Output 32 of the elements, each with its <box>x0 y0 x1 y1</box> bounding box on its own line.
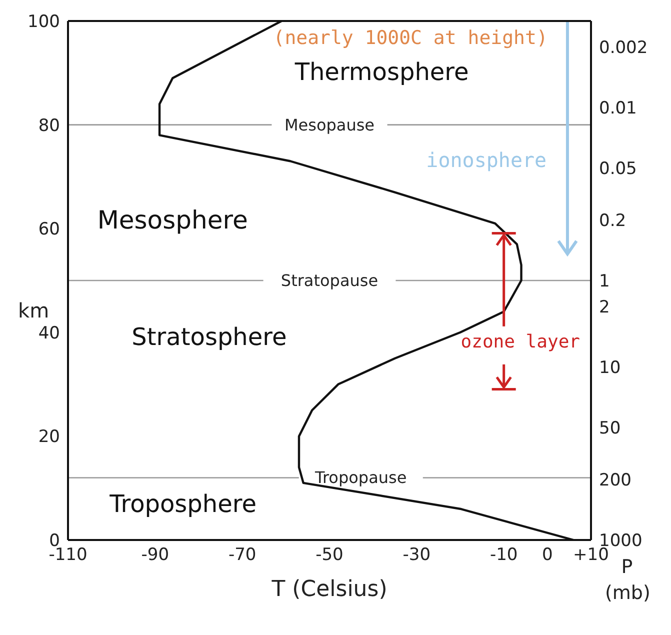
y2-tick-label: 200 <box>599 470 632 491</box>
y2-tick-label: 0.2 <box>599 211 626 232</box>
annotation: ozone layer <box>460 332 580 353</box>
x-tick-label: -10 <box>490 545 518 566</box>
y2-tick-label: 2 <box>599 298 610 318</box>
y2-tick-label: 50 <box>599 418 621 438</box>
annotation: Stratosphere <box>132 323 287 352</box>
annotation: ionosphere <box>426 148 547 172</box>
y2-tick-label: 10 <box>599 358 621 378</box>
y-tick-label: 60 <box>38 220 60 240</box>
y-tick-label: 80 <box>38 116 60 136</box>
x-tick-label: -50 <box>316 545 344 566</box>
x-tick-label: -90 <box>141 545 170 566</box>
x-tick-label: 0 <box>542 545 553 566</box>
annotation: Troposphere <box>110 490 256 518</box>
x-tick-label: -30 <box>402 545 431 566</box>
x-axis-title: T (Celsius) <box>270 577 388 602</box>
ref-line-label: Mesopause <box>284 115 375 134</box>
ref-line-label: Stratopause <box>280 271 378 290</box>
annotation: Mesosphere <box>97 206 248 235</box>
annotation: (nearly 1000C at height) <box>273 27 548 50</box>
y-axis-title: km <box>18 298 50 323</box>
y2-tick-label: 1 <box>599 272 610 292</box>
y2-tick-label: 0.01 <box>599 98 637 119</box>
y-tick-label: 40 <box>38 323 60 344</box>
ref-line-label: Tropopause <box>314 468 407 488</box>
y-tick-label: 100 <box>28 12 60 32</box>
y2-tick-label: 0.05 <box>599 158 637 179</box>
annotation: Thermosphere <box>294 58 469 86</box>
x-tick-label: -70 <box>228 545 256 566</box>
y2-tick-label: 0.002 <box>599 38 648 58</box>
y-tick-label: 20 <box>38 427 60 448</box>
